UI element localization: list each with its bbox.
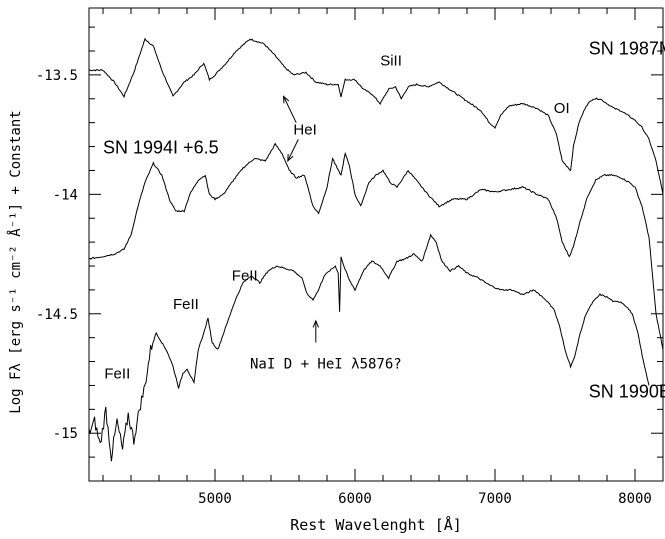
annotation-label: FeII xyxy=(104,365,130,382)
spectrum-line-3 xyxy=(88,233,650,462)
x-axis-label: Rest Wavelenght [Å] xyxy=(290,515,462,534)
hei-arrow-up xyxy=(283,95,297,123)
y-tick-label: -14.5 xyxy=(36,307,78,323)
annotation-label: SN 1990B +4.8 xyxy=(589,381,665,401)
y-axis-label: Log Fλ [erg s⁻¹ cm⁻² Å⁻¹] + Constant xyxy=(7,110,24,413)
y-tick-label: -13.5 xyxy=(36,68,78,84)
annotations: SN 1987M +7 SN 1994I +6.5 SN 1990B +4.8 SiI… xyxy=(103,39,665,402)
y-tick-label: -15 xyxy=(53,426,78,442)
hei-arrow-down xyxy=(287,139,299,163)
nai-arrow xyxy=(312,319,319,343)
annotation-label: NaI D + HeI λ5876? xyxy=(250,357,402,373)
x-tick-label: 6000 xyxy=(338,491,372,507)
annotation-label: FeII xyxy=(173,296,199,313)
plot-frame xyxy=(88,7,664,482)
annotation-label: SN 1994I +6.5 xyxy=(103,138,219,158)
annotation-label: FeII xyxy=(232,267,258,284)
spectrum-line-2 xyxy=(88,142,664,350)
x-tick-label: 5000 xyxy=(198,491,232,507)
x-tick-label: 8000 xyxy=(618,491,652,507)
spectrum-line-1 xyxy=(88,37,664,195)
annotation-label: OI xyxy=(554,100,570,117)
y-tick-label: -14 xyxy=(53,187,78,203)
annotation-label: SiII xyxy=(380,52,402,69)
axis-ticks: 5000 6000 7000 8000 -13.5 -14 -14.5 -15 xyxy=(36,8,664,507)
spectra-series xyxy=(88,37,664,462)
annotation-label: SN 1987M +7 xyxy=(589,39,665,59)
x-tick-label: 7000 xyxy=(478,491,512,507)
annotation-label: HeI xyxy=(293,122,316,139)
